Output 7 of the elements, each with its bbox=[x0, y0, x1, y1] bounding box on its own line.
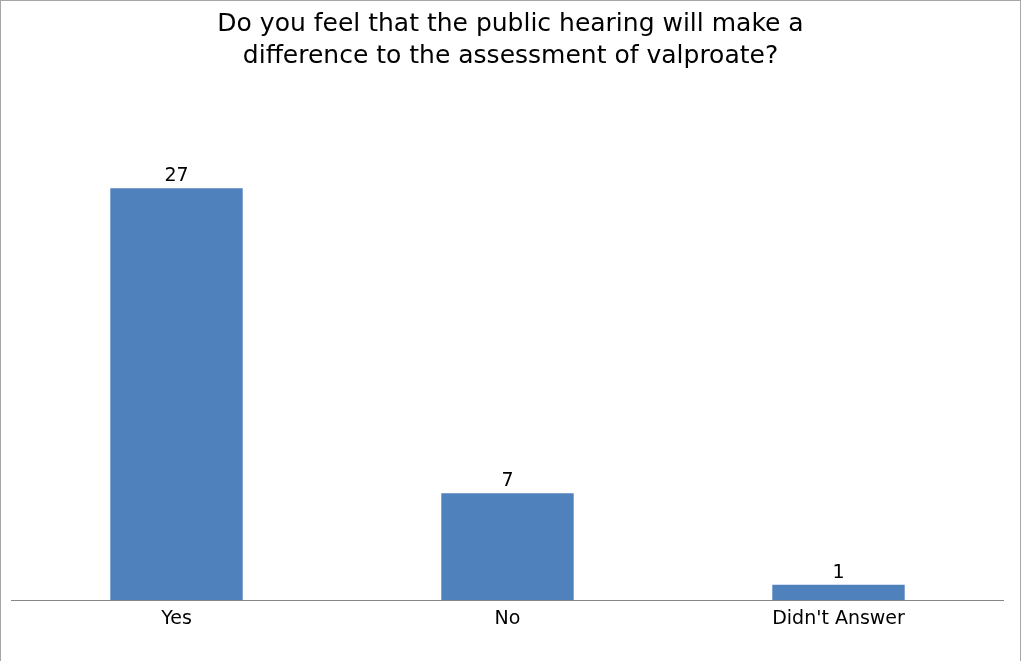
data-label: 27 bbox=[164, 163, 189, 186]
x-tick-label: Yes bbox=[160, 605, 192, 628]
chart-title: Do you feel that the public hearing will make a difference to the assessment of valproate? bbox=[217, 7, 804, 70]
x-tick-label: No bbox=[494, 605, 521, 628]
data-label: 7 bbox=[501, 468, 514, 491]
x-tick-label: Didn't Answer bbox=[772, 605, 906, 628]
data-label: 1 bbox=[832, 559, 845, 582]
